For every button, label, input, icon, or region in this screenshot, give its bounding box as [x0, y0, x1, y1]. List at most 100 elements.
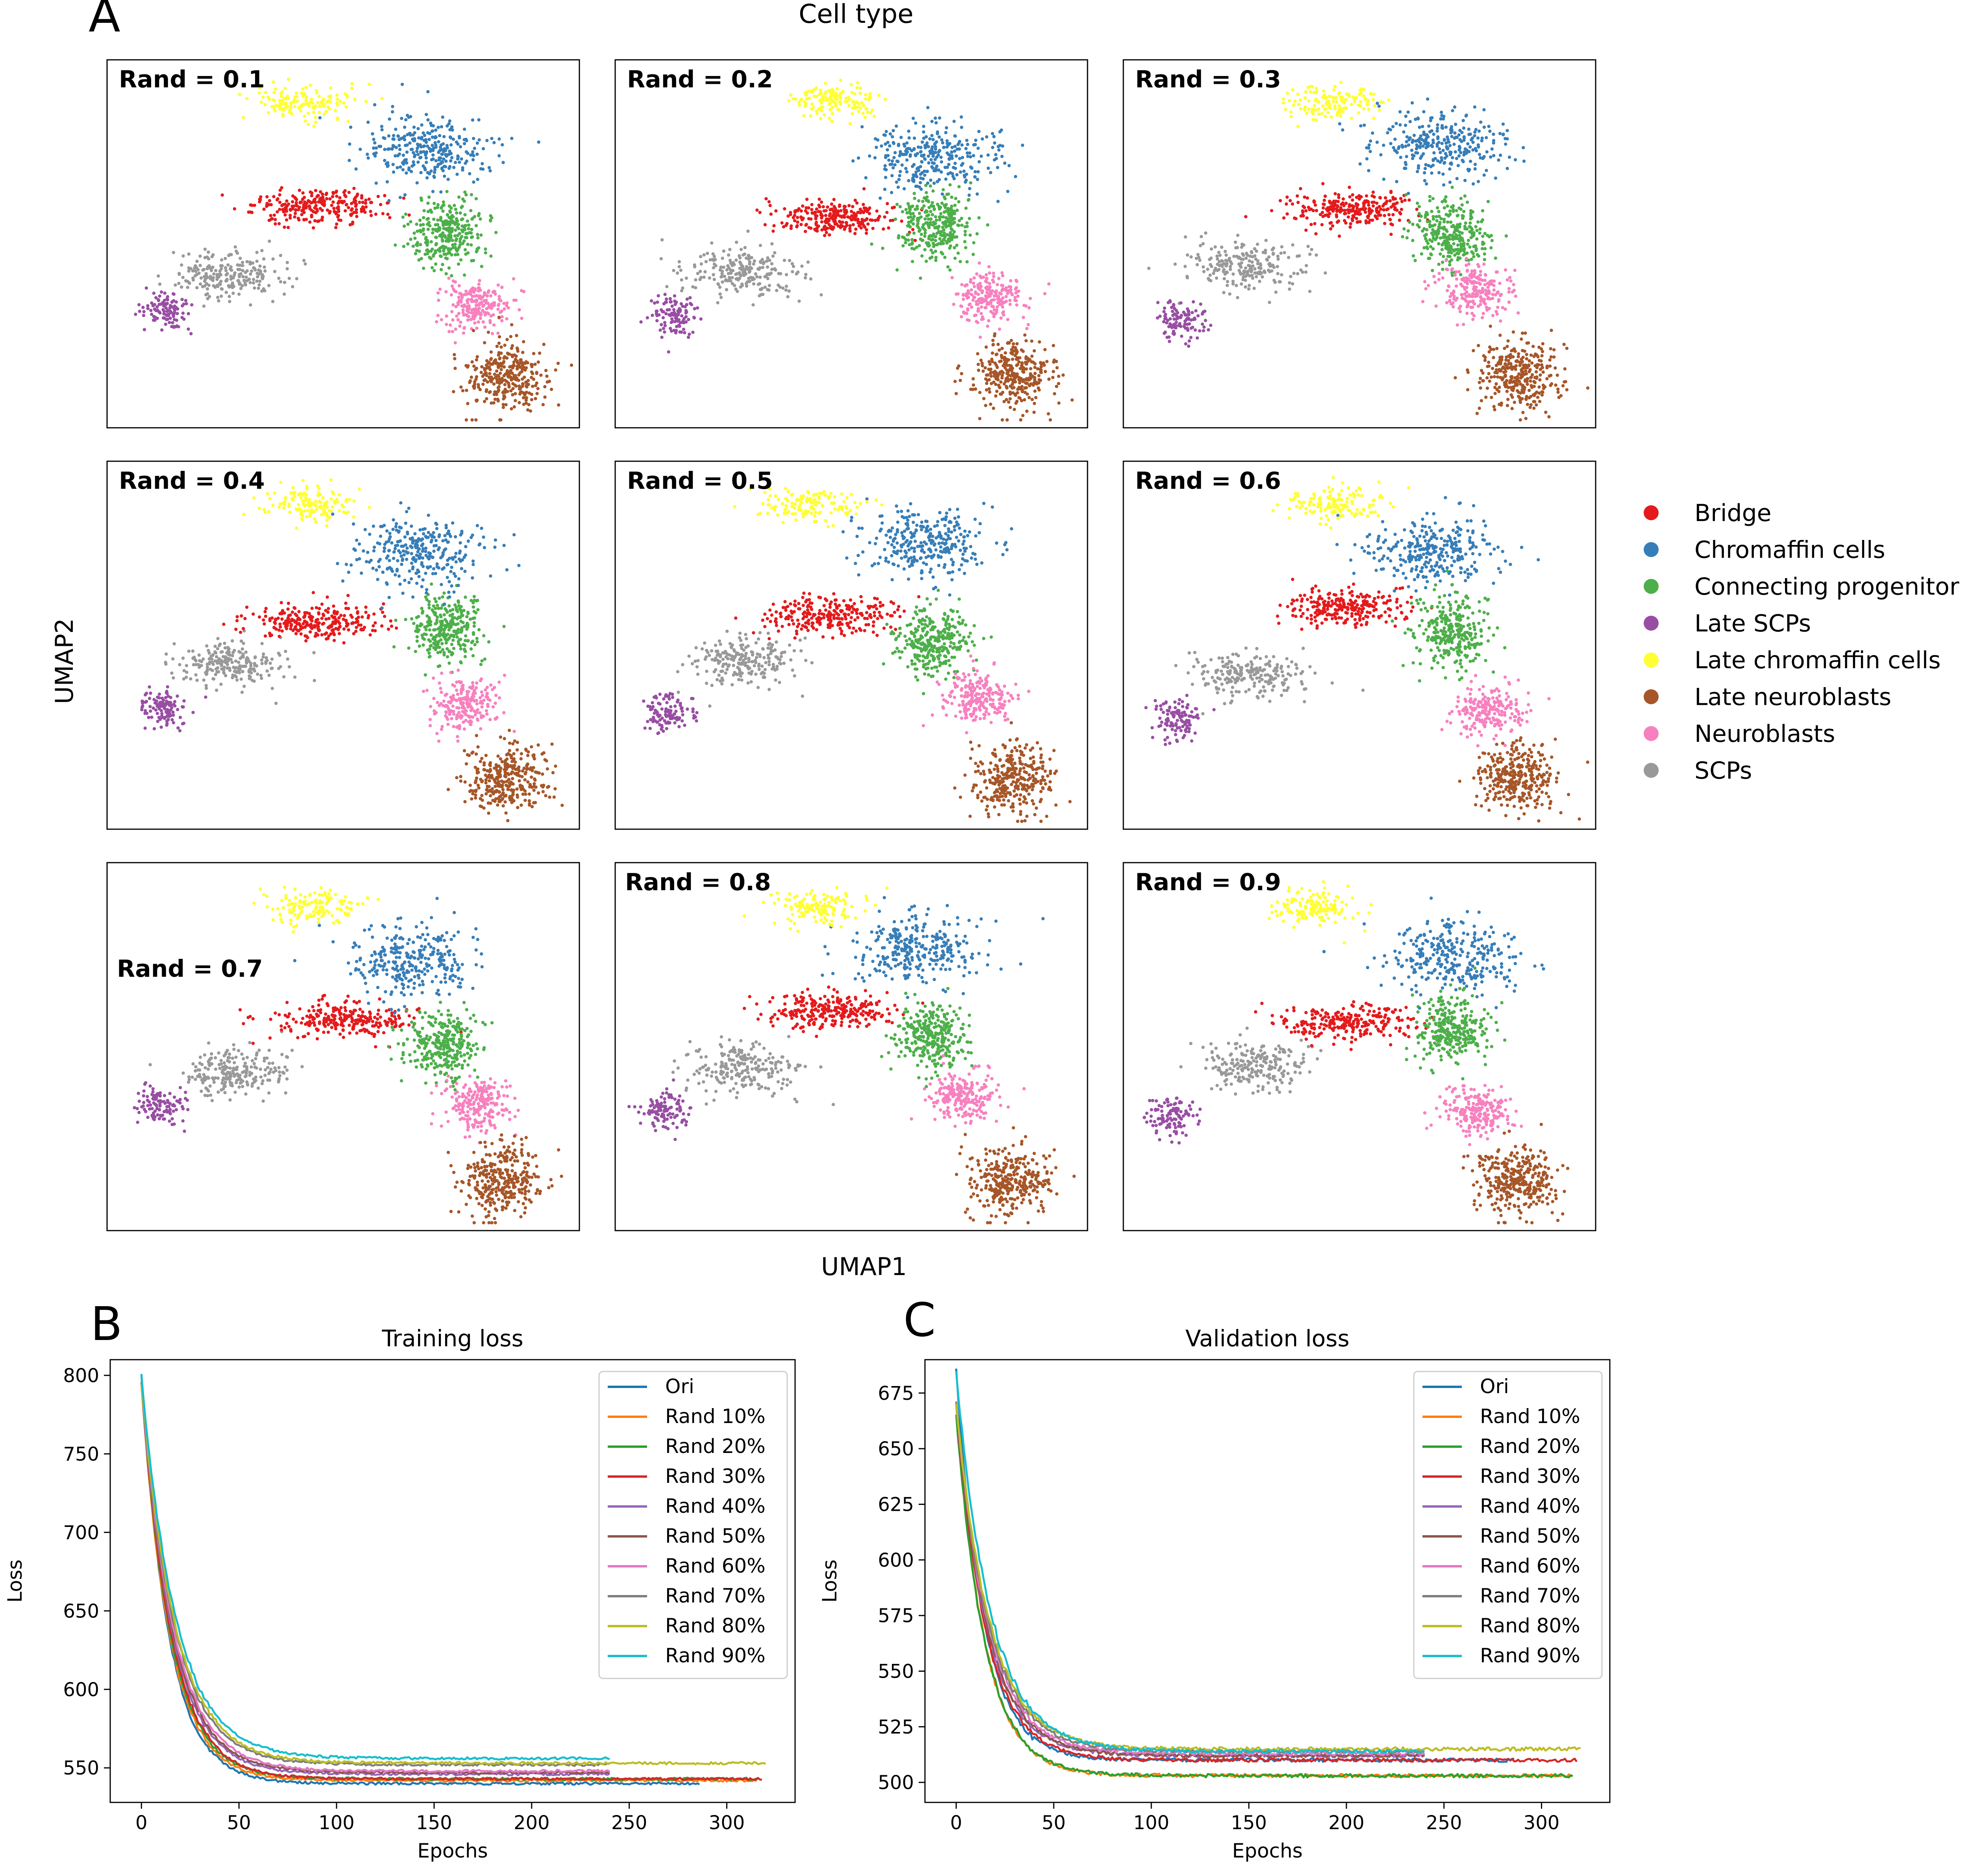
umap-point — [500, 319, 504, 323]
umap-point — [1284, 108, 1287, 111]
umap-point — [1322, 203, 1326, 206]
umap-point — [166, 318, 169, 321]
umap-point — [448, 135, 452, 139]
umap-point — [1246, 273, 1250, 276]
umap-point — [1163, 306, 1166, 310]
umap-point — [436, 314, 440, 317]
umap-point — [948, 246, 951, 250]
umap-point — [860, 101, 864, 105]
umap-point — [892, 156, 896, 159]
umap-point — [1280, 245, 1284, 249]
umap-point — [1326, 209, 1330, 213]
umap-point — [763, 223, 767, 227]
umap-point — [476, 236, 480, 240]
umap-point — [845, 221, 848, 224]
umap-point — [922, 204, 926, 208]
umap-point — [1253, 267, 1257, 271]
umap-point — [792, 264, 795, 268]
umap-point — [978, 417, 982, 420]
umap-point — [492, 382, 496, 386]
umap-point — [364, 198, 368, 202]
umap-point — [1392, 202, 1395, 206]
umap-point — [808, 89, 812, 93]
umap-point — [429, 124, 433, 127]
umap-point — [902, 142, 906, 146]
umap-point — [897, 144, 900, 147]
umap-point — [498, 295, 501, 298]
umap-point — [668, 297, 672, 301]
umap-point — [1442, 161, 1446, 165]
umap-point — [991, 407, 995, 410]
umap-point — [841, 89, 845, 93]
umap-point — [1363, 211, 1367, 214]
umap-point — [1474, 225, 1478, 229]
umap-point — [932, 204, 936, 208]
umap-point — [1187, 339, 1191, 343]
umap-point — [1310, 207, 1313, 211]
umap-point — [220, 287, 223, 290]
umap-point — [967, 198, 971, 201]
umap-point — [419, 151, 423, 154]
umap-point — [1456, 214, 1460, 217]
umap-point — [1009, 288, 1013, 292]
umap-point — [993, 334, 996, 338]
umap-point — [1459, 242, 1463, 246]
umap-point — [195, 272, 199, 276]
umap-point — [532, 352, 536, 355]
umap-point — [505, 301, 509, 305]
umap-point — [848, 122, 852, 126]
umap-point — [1424, 237, 1428, 240]
umap-point — [1468, 145, 1472, 149]
umap-point — [1327, 207, 1330, 210]
umap-point — [942, 146, 945, 149]
umap-point — [482, 379, 486, 382]
umap-point — [1184, 235, 1187, 239]
umap-point — [427, 138, 431, 141]
umap-point — [693, 307, 696, 311]
umap-point — [1462, 139, 1466, 142]
umap-point — [198, 254, 202, 258]
umap-point — [486, 331, 490, 334]
umap-point — [187, 269, 191, 273]
umap-point — [723, 275, 727, 278]
umap-point — [469, 209, 473, 213]
umap-point — [238, 282, 242, 285]
umap-point — [429, 169, 433, 173]
umap-point — [507, 352, 511, 356]
umap-point — [997, 348, 1001, 352]
umap-point — [901, 244, 905, 248]
umap-point — [233, 207, 237, 211]
umap-point — [1208, 274, 1212, 277]
umap-point — [738, 271, 741, 275]
umap-point — [792, 97, 795, 101]
umap-point — [1025, 382, 1029, 385]
umap-point — [224, 266, 228, 270]
umap-point — [827, 223, 831, 226]
umap-point — [1451, 156, 1454, 159]
umap-point — [165, 313, 168, 316]
umap-point — [437, 150, 440, 154]
umap-point — [1488, 129, 1492, 133]
umap-point — [1504, 137, 1507, 140]
umap-point — [485, 307, 488, 311]
umap-point — [1057, 382, 1060, 385]
umap-point — [402, 224, 406, 228]
umap-point — [474, 224, 478, 227]
umap-point — [1441, 261, 1445, 264]
umap-point — [220, 294, 223, 298]
umap-point — [1379, 213, 1382, 217]
umap-point — [1391, 125, 1395, 128]
umap-point — [999, 316, 1003, 320]
umap-point — [1446, 140, 1450, 144]
umap-point — [847, 96, 851, 99]
umap-point — [917, 212, 921, 215]
umap-point — [466, 364, 470, 368]
umap-point — [663, 321, 667, 324]
umap-point — [743, 246, 747, 250]
umap-point — [926, 106, 930, 109]
umap-point — [1428, 199, 1432, 203]
umap-point — [1027, 396, 1031, 399]
umap-point — [1481, 209, 1485, 213]
umap-point — [853, 92, 856, 96]
umap-point — [746, 229, 750, 233]
